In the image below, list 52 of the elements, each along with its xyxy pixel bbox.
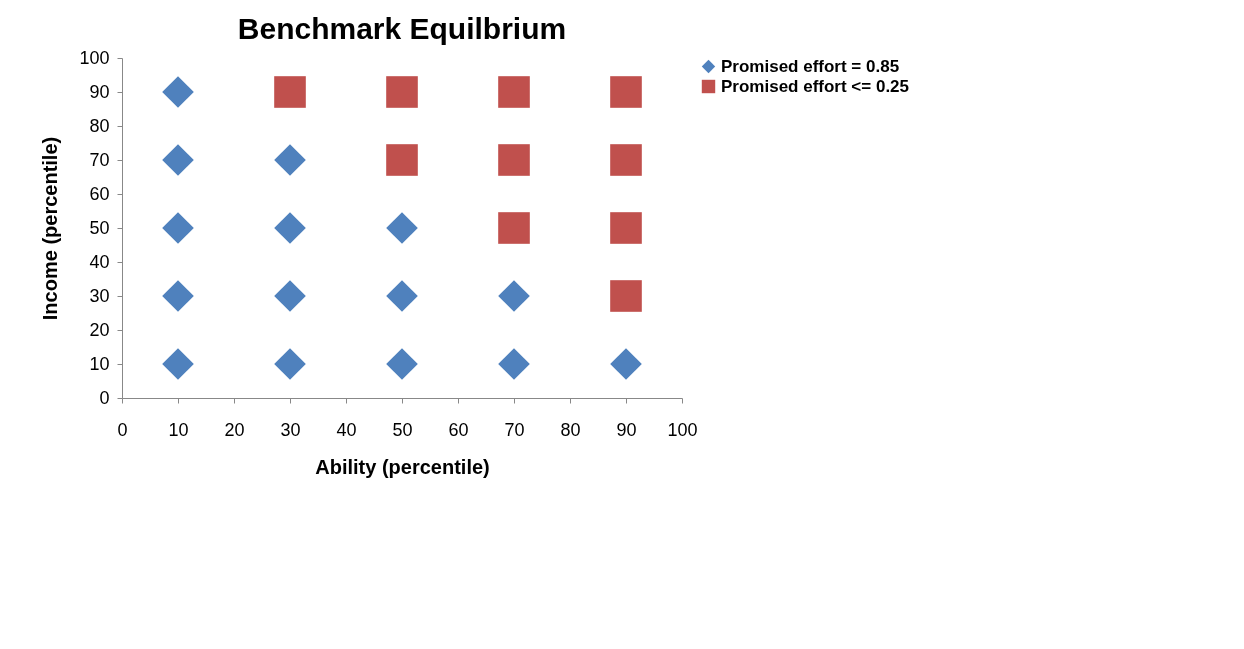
point <box>498 76 530 108</box>
point <box>386 280 418 312</box>
x-tick-label: 90 <box>616 419 637 440</box>
x-tick-label: 30 <box>280 419 301 440</box>
x-tick-label: 50 <box>392 419 413 440</box>
point <box>386 348 418 380</box>
point <box>274 348 306 380</box>
x-tick-label: 60 <box>448 419 469 440</box>
point <box>386 212 418 244</box>
point <box>162 280 194 312</box>
point <box>386 76 418 108</box>
point <box>610 144 642 176</box>
point <box>386 144 418 176</box>
y-tick-label: 70 <box>89 149 110 170</box>
y-tick-label: 60 <box>89 183 110 204</box>
y-tick-label: 0 <box>99 387 110 408</box>
y-tick-label: 10 <box>89 353 110 374</box>
point <box>610 212 642 244</box>
point <box>162 348 194 380</box>
x-tick-label: 10 <box>168 419 189 440</box>
point <box>162 76 194 108</box>
legend-label: Promised effort = 0.85 <box>721 56 900 76</box>
point <box>610 280 642 312</box>
point <box>274 212 306 244</box>
point <box>498 144 530 176</box>
legend-label: Promised effort <= 0.25 <box>721 76 910 96</box>
y-tick-label: 80 <box>89 115 110 136</box>
point <box>274 76 306 108</box>
point <box>162 212 194 244</box>
point <box>498 212 530 244</box>
x-tick-label: 100 <box>667 419 698 440</box>
x-axis-title: Ability (percentile) <box>315 455 490 478</box>
y-tick-label: 50 <box>89 217 110 238</box>
x-tick-label: 80 <box>560 419 581 440</box>
point <box>162 144 194 176</box>
x-tick-label: 70 <box>504 419 525 440</box>
y-axis-title: Income (percentile) <box>39 136 62 321</box>
x-tick-label: 0 <box>117 419 128 440</box>
y-tick-label: 40 <box>89 251 110 272</box>
x-tick-label: 20 <box>224 419 245 440</box>
y-tick-label: 20 <box>89 319 110 340</box>
point <box>610 76 642 108</box>
y-tick-label: 100 <box>79 47 110 68</box>
y-tick-label: 90 <box>89 81 110 102</box>
point <box>498 348 530 380</box>
chart-title: Benchmark Equilbrium <box>237 12 567 45</box>
point <box>610 348 642 380</box>
x-tick-label: 40 <box>336 419 357 440</box>
point <box>274 280 306 312</box>
y-tick-label: 30 <box>89 285 110 306</box>
point <box>498 280 530 312</box>
point <box>274 144 306 176</box>
